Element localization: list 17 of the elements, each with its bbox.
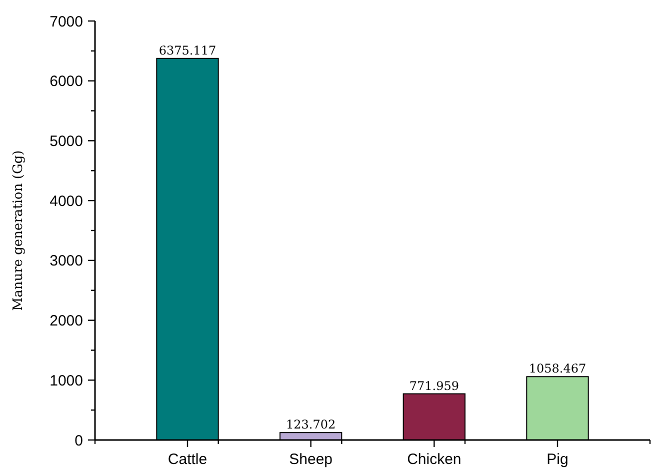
x-tick-label: Pig	[546, 451, 568, 468]
y-tick-label: 5000	[50, 132, 83, 150]
data-label: 771.959	[409, 378, 459, 393]
x-tick-label: Chicken	[407, 451, 462, 468]
y-tick-label: 0	[74, 432, 83, 450]
x-tick-label: Sheep	[289, 451, 333, 468]
y-tick-label: 4000	[50, 192, 83, 210]
y-tick-label: 2000	[50, 312, 83, 330]
data-label: 123.702	[286, 418, 336, 432]
y-tick-label: 3000	[50, 252, 83, 270]
y-tick-label: 1000	[50, 372, 83, 390]
data-label: 6375.117	[158, 43, 216, 58]
y-axis-title: Manure generation (Gg)	[11, 150, 26, 311]
y-tick-label: 7000	[50, 13, 83, 30]
y-tick-label: 6000	[50, 73, 83, 90]
x-tick-label: Cattle	[168, 451, 208, 468]
data-label: 1058.467	[528, 362, 586, 376]
